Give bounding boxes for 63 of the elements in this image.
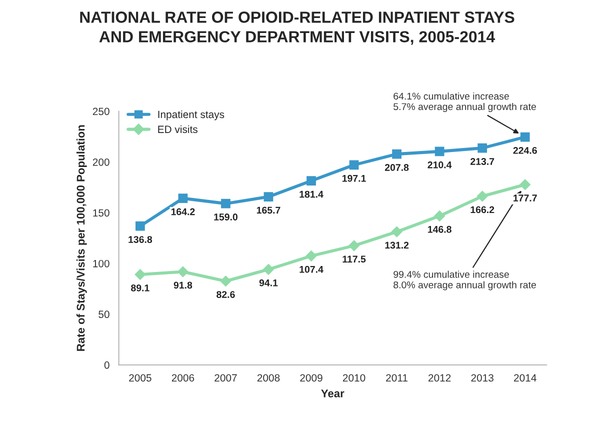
x-tick-label: 2010	[342, 374, 366, 382]
x-tick-label: 2014	[514, 374, 536, 382]
data-label: 224.6	[513, 147, 537, 154]
point	[306, 176, 316, 186]
point	[476, 190, 488, 202]
point	[434, 210, 445, 222]
x-axis-title: Year	[321, 390, 344, 398]
data-label: 164.2	[171, 208, 195, 216]
x-tick-label: 2008	[257, 374, 280, 382]
data-label: 94.1	[259, 279, 278, 286]
point	[434, 146, 444, 156]
legend-label: ED visits	[158, 125, 198, 134]
data-label: 213.7	[470, 158, 494, 165]
y-tick-label: 150	[93, 209, 110, 217]
data-label: 131.2	[385, 242, 409, 249]
data-label: 146.8	[428, 226, 452, 233]
point	[349, 160, 359, 170]
point	[520, 179, 531, 190]
x-tick-label: 2011	[386, 374, 408, 382]
y-tick-label: 50	[98, 310, 110, 318]
point	[348, 240, 360, 252]
point	[134, 269, 146, 280]
x-tick-label: 2006	[172, 374, 194, 382]
data-label: 159.0	[214, 214, 238, 220]
y-tick-label: 0	[104, 361, 110, 369]
x-tick-label: 2005	[129, 374, 152, 382]
data-label: 136.8	[128, 236, 152, 243]
annotation: 99.4% cumulative increase 8.0% average annual growth rate	[394, 270, 536, 290]
data-label: 166.2	[470, 206, 494, 214]
point	[392, 149, 402, 159]
data-label: 207.8	[384, 164, 409, 171]
legend-label: Inpatient stays	[158, 110, 224, 120]
point	[306, 250, 317, 262]
point	[264, 192, 274, 202]
annotation: 64.1% cumulative increase 5.7% average annual growth rate	[394, 92, 536, 112]
point	[220, 276, 232, 287]
y-tick-label: 250	[92, 108, 110, 116]
data-label: 117.5	[342, 256, 366, 263]
data-label: 210.4	[428, 161, 452, 168]
y-tick-label: 100	[93, 260, 110, 268]
x-tick-label: 2013	[471, 374, 494, 382]
x-tick-label: 2009	[300, 374, 322, 382]
data-label: 107.4	[300, 266, 324, 273]
data-label: 89.1	[131, 284, 150, 292]
point	[478, 143, 488, 153]
data-label: 177.7	[514, 194, 537, 202]
point	[135, 221, 145, 231]
point	[520, 132, 530, 142]
y-axis-title: Rate of Stays/Visits per 100,000 Population	[76, 125, 87, 351]
x-tick-label: 2007	[214, 374, 237, 382]
point	[391, 226, 402, 238]
point	[263, 264, 274, 275]
data-label: 197.1	[342, 174, 366, 182]
data-label: 91.8	[174, 282, 192, 289]
point	[178, 266, 188, 278]
data-label: 181.4	[300, 190, 324, 198]
point	[178, 194, 188, 203]
y-tick-label: 200	[92, 158, 110, 166]
chart-title: NATIONAL RATE OF OPIOID-RELATED INPATIENT STAYS AND EMERGENCY DEPARTMENT VISITS, 2005-2014	[80, 12, 514, 45]
data-label: 165.7	[256, 206, 280, 214]
x-tick-label: 2012	[428, 374, 451, 382]
data-label: 82.6	[216, 291, 235, 298]
point	[221, 198, 230, 208]
